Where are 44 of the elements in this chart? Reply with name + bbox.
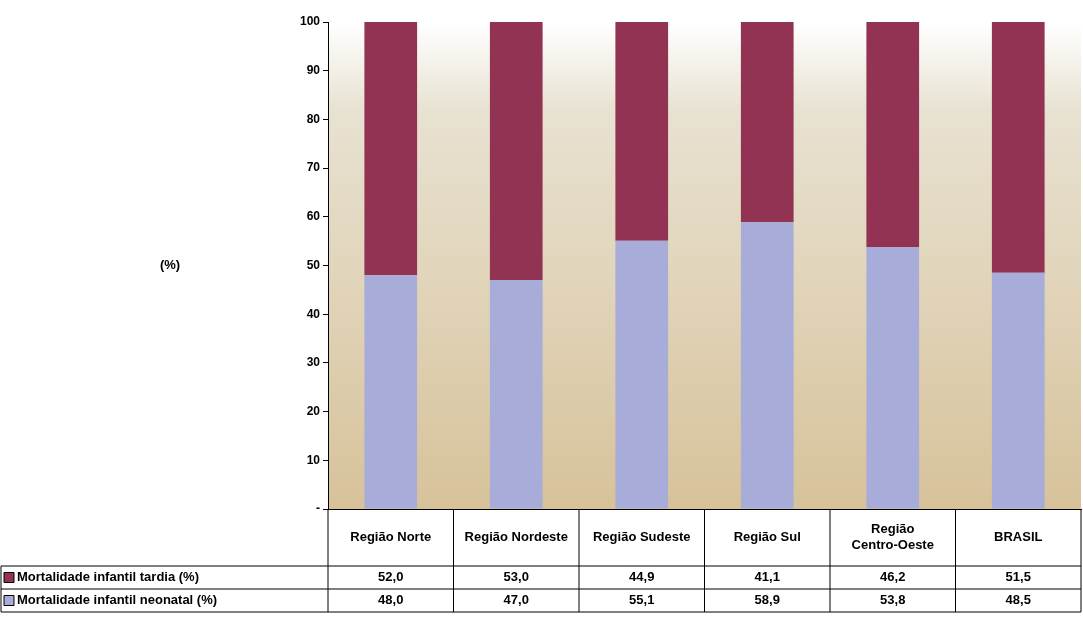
x-tick-label: BRASIL [994, 529, 1043, 545]
x-tick-label: Região Sul [733, 529, 801, 545]
data-label: 44,9 [629, 569, 655, 585]
y-tick-label: 30 [306, 355, 321, 370]
text: (%) [159, 257, 181, 273]
data-label: 48,0 [378, 592, 404, 608]
bar [866, 22, 920, 247]
bar [489, 280, 543, 509]
data-label: 53,0 [503, 569, 529, 585]
data-label: 48,5 [1005, 592, 1031, 608]
y-tick-label: 70 [306, 160, 321, 175]
bar [740, 22, 794, 223]
data-label: 47,0 [503, 592, 529, 608]
data-label: 55,1 [629, 592, 655, 608]
bar [364, 275, 418, 509]
legend-label: Mortalidade infantil tardia (%) [17, 569, 200, 585]
y-tick-label: 40 [306, 306, 321, 321]
bar [866, 246, 920, 509]
y-tick-label: 100 [299, 14, 321, 29]
y-tick-label: 10 [306, 452, 321, 467]
bar [991, 22, 1045, 273]
bar [991, 272, 1045, 509]
bar [489, 22, 543, 281]
legend-label: Mortalidade infantil neonatal (%) [17, 592, 218, 608]
x-tick-label: Região Norte [350, 529, 432, 545]
data-label: 58,9 [754, 592, 780, 608]
bar [364, 22, 418, 276]
x-tick-label: Região Nordeste [464, 529, 568, 545]
bar [615, 240, 669, 509]
y-tick-label: - [316, 501, 320, 516]
y-tick-label: 50 [306, 257, 321, 272]
y-tick-label: 20 [306, 403, 321, 418]
data-label: 52,0 [378, 569, 404, 585]
x-tick-label: Região Centro-Oeste [851, 521, 934, 553]
bar [740, 222, 794, 509]
data-label: 53,8 [880, 592, 906, 608]
data-label: 46,2 [880, 569, 906, 585]
x-tick-label: Região Sudeste [592, 529, 691, 545]
y-tick-label: 60 [306, 209, 321, 224]
y-tick-label: 90 [306, 63, 321, 78]
bar [615, 22, 669, 241]
y-tick-label: 80 [306, 111, 321, 126]
data-label: 41,1 [754, 569, 780, 585]
data-label: 51,5 [1005, 569, 1031, 585]
